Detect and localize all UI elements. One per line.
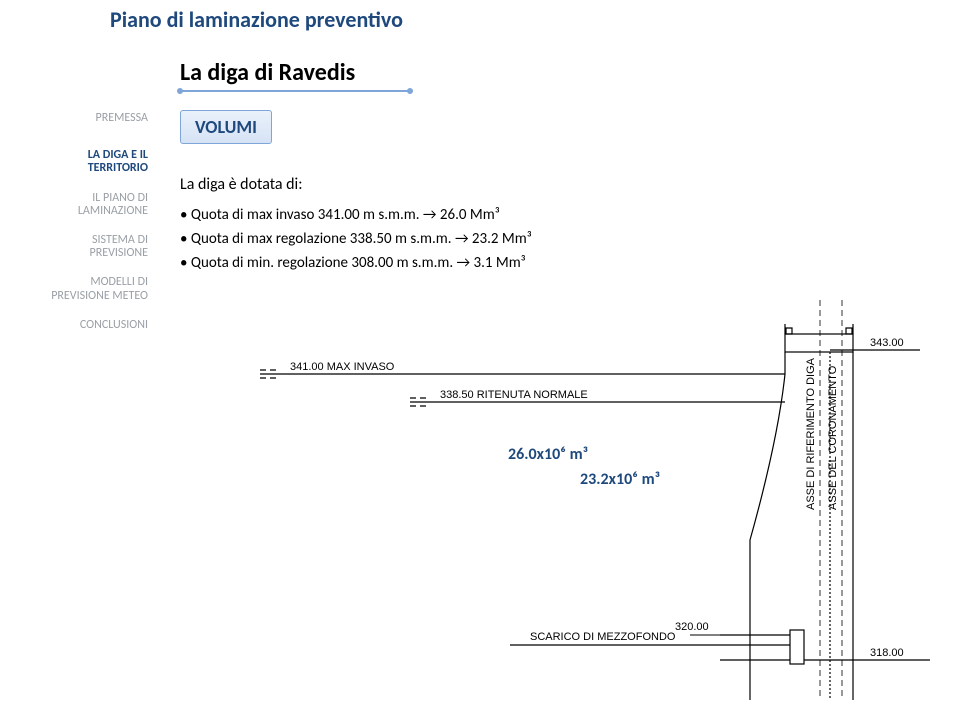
- label-max-invaso: 341.00 MAX INVASO: [290, 361, 395, 373]
- section-title: La diga di Ravedis: [180, 58, 355, 87]
- sidebar-nav: PREMESSA LA DIGA E ILTERRITORIO IL PIANO…: [0, 112, 160, 348]
- list-item: Quota di max invaso 341.00 m s.m.m. → 26…: [180, 206, 532, 224]
- volumi-box: VOLUMI: [180, 110, 272, 144]
- intro-text: La diga è dotata di:: [180, 175, 303, 194]
- sidebar-item-premessa[interactable]: PREMESSA: [0, 112, 160, 125]
- bullet-list: Quota di max invaso 341.00 m s.m.m. → 26…: [180, 200, 532, 278]
- label-asse-diga: ASSE DI RIFERIMENTO DIGA: [805, 357, 817, 510]
- label-320: 320.00: [675, 621, 709, 633]
- sidebar-item-sistema[interactable]: SISTEMA DIPREVISIONE: [0, 234, 160, 260]
- list-item: Quota di min. regolazione 308.00 m s.m.m…: [180, 254, 532, 272]
- label-mezzofondo: SCARICO DI MEZZOFONDO: [530, 631, 676, 643]
- sidebar-item-modelli[interactable]: MODELLI DIPREVISIONE METEO: [0, 276, 160, 302]
- volume-annotation-2: 23.2x10⁶ m³: [580, 470, 660, 489]
- page-title: Piano di laminazione preventivo: [110, 6, 403, 33]
- label-ritenuta: 338.50 RITENUTA NORMALE: [440, 389, 588, 401]
- sidebar-item-diga[interactable]: LA DIGA E ILTERRITORIO: [0, 149, 160, 175]
- section-underline: [180, 90, 410, 92]
- volume-annotation-1: 26.0x10⁶ m³: [508, 445, 588, 464]
- list-item: Quota di max regolazione 338.50 m s.m.m.…: [180, 230, 532, 248]
- label-asse-coron: ASSE DEL CORONAMENTO: [827, 365, 839, 510]
- sidebar-item-piano[interactable]: IL PIANO DILAMINAZIONE: [0, 192, 160, 218]
- label-318: 318.00: [870, 647, 904, 659]
- sidebar-item-conclusioni[interactable]: CONCLUSIONI: [0, 319, 160, 332]
- dam-section-diagram: 341.00 MAX INVASO 338.50 RITENUTA NORMAL…: [230, 300, 950, 700]
- label-coronamento: 343.00: [870, 337, 904, 349]
